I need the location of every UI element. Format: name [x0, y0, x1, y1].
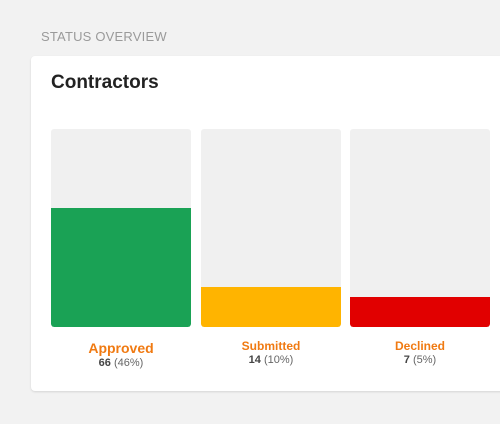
bar-percent: (5%): [412, 354, 437, 366]
bar-stat: 14 (10%): [201, 354, 341, 366]
bar-label: Submitted: [241, 339, 301, 353]
card-title: Contractors: [51, 72, 159, 93]
bar-label: Approved: [88, 340, 154, 356]
bar-count: 7: [403, 354, 410, 366]
status-bar-submitted[interactable]: Submitted 14 (10%): [201, 129, 341, 366]
status-bar-approved[interactable]: Approved 66 (46%): [51, 129, 191, 369]
bar-fill: [350, 297, 490, 327]
status-bar-declined[interactable]: Declined 7 (5%): [350, 129, 490, 366]
bar-track: [201, 129, 341, 327]
bar-count: 14: [248, 354, 261, 366]
bar-percent: (10%): [263, 354, 294, 366]
bar-stat: 7 (5%): [350, 354, 490, 366]
contractors-card: Contractors Approved 66 (46%) Submitted …: [31, 56, 500, 391]
section-label: STATUS OVERVIEW: [41, 29, 167, 44]
bar-fill: [51, 208, 191, 327]
bar-percent: (46%): [113, 357, 144, 369]
bar-stat: 66 (46%): [51, 357, 191, 369]
bar-label: Declined: [394, 339, 445, 353]
bar-track: [350, 129, 490, 327]
bar-fill: [201, 287, 341, 327]
bar-count: 66: [98, 357, 111, 369]
bar-track: [51, 129, 191, 327]
